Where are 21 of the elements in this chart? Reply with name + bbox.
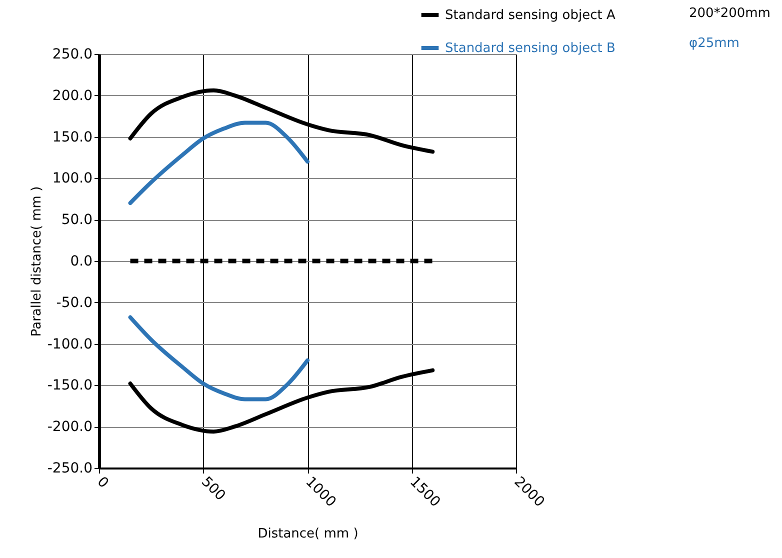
y-tick-label: 0.0 — [70, 254, 92, 270]
y-tick-label: 100.0 — [52, 170, 92, 187]
legend-label: Standard sensing object B — [445, 41, 616, 56]
line-series — [128, 120, 310, 206]
y-tick-label: -250.0 — [47, 460, 92, 476]
x-tick-label: 0 — [94, 474, 112, 492]
y-tick-label: -150.0 — [47, 378, 92, 394]
y-tick-label: -50.0 — [56, 294, 92, 311]
y-tick-label: 250.0 — [52, 46, 92, 62]
legend-label: Standard sensing object A — [445, 8, 616, 23]
y-tick-label: 150.0 — [52, 129, 92, 146]
text: φ25mm — [689, 36, 740, 51]
y-tick-label: 50.0 — [61, 212, 92, 228]
y-tick-label: -100.0 — [47, 336, 92, 352]
x-tick-label: 500 — [198, 474, 228, 504]
y-tick-label: 200.0 — [52, 88, 92, 104]
line-series — [128, 315, 310, 402]
text: 200*200mm — [689, 6, 770, 21]
y-axis-title: Parallel distance( mm ) — [29, 186, 44, 337]
x-axis-title: Distance( mm ) — [258, 526, 358, 542]
y-tick-label: -200.0 — [47, 419, 92, 436]
